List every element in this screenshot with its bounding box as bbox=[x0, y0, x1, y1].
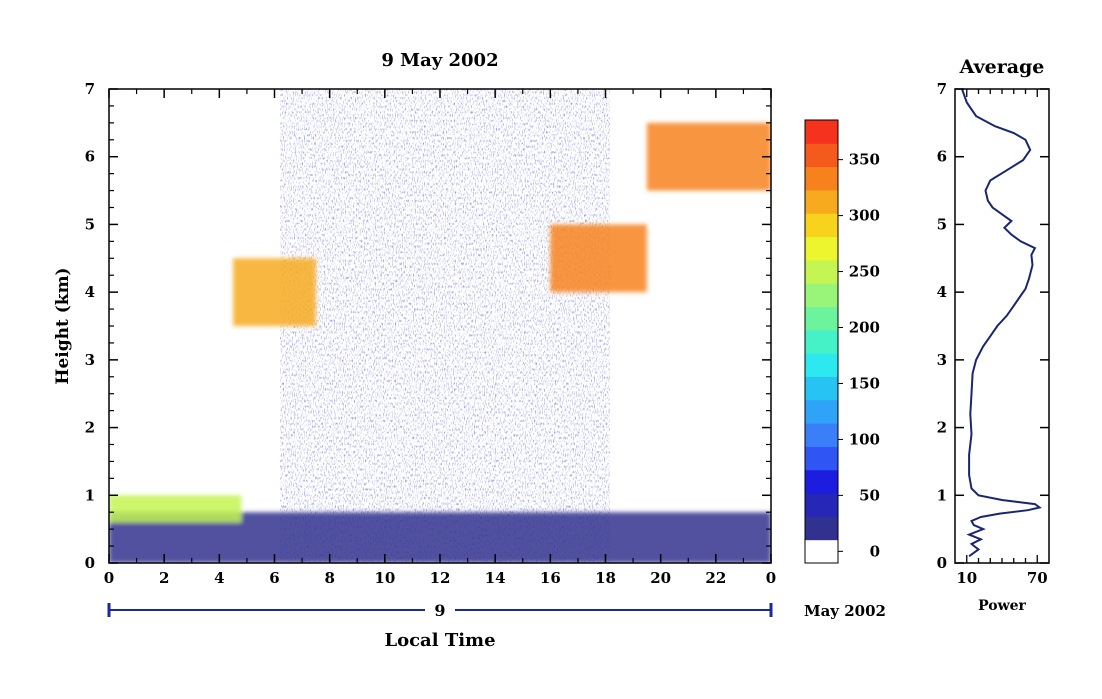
colorbar-cell bbox=[805, 236, 838, 261]
date-bar-gap bbox=[425, 600, 455, 620]
x-tick-label: 4 bbox=[214, 569, 224, 587]
colorbar-cell bbox=[805, 166, 838, 191]
y-tick-label: 3 bbox=[85, 351, 95, 369]
colorbar-cell bbox=[805, 399, 838, 424]
x-tick-label: 0 bbox=[766, 569, 776, 587]
colorbar-cell bbox=[805, 283, 838, 308]
average-plot-background bbox=[955, 89, 1049, 563]
avg-y-tick-label: 7 bbox=[937, 80, 947, 98]
x-axis-label: Local Time bbox=[384, 630, 495, 651]
colorbar-cell bbox=[805, 376, 838, 401]
colorbar-frame bbox=[804, 119, 839, 564]
y-tick-label: 2 bbox=[85, 419, 95, 437]
y-tick-label: 0 bbox=[85, 554, 95, 572]
x-tick-label: 22 bbox=[705, 569, 726, 587]
colorbar-cell bbox=[805, 329, 838, 354]
chart-title: 9 May 2002 bbox=[381, 50, 498, 71]
x-tick-label: 0 bbox=[104, 569, 114, 587]
avg-y-tick-label: 5 bbox=[937, 215, 947, 233]
x-tick-label: 20 bbox=[650, 569, 671, 587]
colorbar-tick-label: 250 bbox=[849, 263, 880, 281]
colorbar-cell bbox=[805, 120, 838, 144]
colorbar-cell bbox=[805, 189, 838, 214]
colorbar-tick-label: 350 bbox=[849, 151, 880, 169]
colorbar-cell bbox=[805, 143, 838, 168]
avg-y-tick-label: 6 bbox=[937, 148, 947, 166]
x-tick-label: 10 bbox=[374, 569, 395, 587]
average-x-label: Power bbox=[978, 598, 1026, 614]
x-tick-label: 14 bbox=[485, 569, 506, 587]
avg-y-tick-label: 4 bbox=[937, 283, 947, 301]
average-panel: 0 1 2 3 4 5 6 7 10 70 Average Power bbox=[937, 56, 1050, 614]
y-tick-label: 1 bbox=[85, 486, 95, 504]
colorbar: 0 50 100 150 200 250 300 350 bbox=[804, 119, 880, 564]
colorbar-cell bbox=[805, 353, 838, 377]
colorbar-tick-label: 0 bbox=[870, 542, 880, 560]
noise-region bbox=[280, 89, 610, 563]
x-tick-label: 2 bbox=[159, 569, 169, 587]
date-month-label: May 2002 bbox=[804, 602, 886, 620]
colorbar-cell bbox=[805, 539, 838, 564]
average-title: Average bbox=[959, 56, 1045, 78]
y-axis-label: Height (km) bbox=[53, 267, 73, 384]
avg-y-tick-label: 2 bbox=[937, 419, 947, 437]
layer-midlevel-cloud bbox=[233, 258, 316, 326]
colorbar-cell bbox=[805, 493, 838, 517]
date-day-label: 9 bbox=[434, 601, 445, 620]
colorbar-tick-label: 50 bbox=[859, 486, 880, 504]
colorbar-tick-label: 300 bbox=[849, 207, 880, 225]
date-bar: 9 May 2002 bbox=[107, 600, 886, 620]
avg-y-tick-label: 3 bbox=[937, 351, 947, 369]
colorbar-cell bbox=[805, 516, 838, 541]
y-tick-label: 7 bbox=[85, 80, 95, 98]
colorbar-tick-label: 150 bbox=[849, 374, 880, 392]
x-tick-label: 12 bbox=[430, 569, 451, 587]
avg-x-tick-label: 70 bbox=[1027, 569, 1048, 587]
y-tick-label: 5 bbox=[85, 215, 95, 233]
colorbar-cell bbox=[805, 213, 838, 238]
x-tick-label: 8 bbox=[324, 569, 334, 587]
y-tick-label: 6 bbox=[85, 148, 95, 166]
colorbar-cell bbox=[805, 259, 838, 284]
colorbar-cell bbox=[805, 423, 838, 447]
colorbar-tick-label: 200 bbox=[849, 319, 880, 337]
avg-y-tick-label: 0 bbox=[937, 554, 947, 572]
colorbar-cell bbox=[805, 306, 838, 331]
x-tick-label: 6 bbox=[269, 569, 279, 587]
layer-upper-cloud bbox=[646, 122, 771, 191]
average-power-line bbox=[961, 88, 1042, 558]
x-tick-label: 16 bbox=[540, 569, 561, 587]
y-tick-label: 4 bbox=[85, 283, 95, 301]
x-tick-label: 18 bbox=[595, 569, 616, 587]
layer-morning-cloud-top bbox=[109, 495, 242, 523]
colorbar-tick-label: 100 bbox=[849, 430, 880, 448]
heatmap-image bbox=[109, 89, 771, 563]
layer-rising-layer bbox=[550, 224, 647, 293]
avg-x-tick-label: 10 bbox=[956, 569, 977, 587]
avg-y-tick-label: 1 bbox=[937, 486, 947, 504]
colorbar-cell bbox=[805, 469, 838, 494]
colorbar-cell bbox=[805, 446, 838, 471]
